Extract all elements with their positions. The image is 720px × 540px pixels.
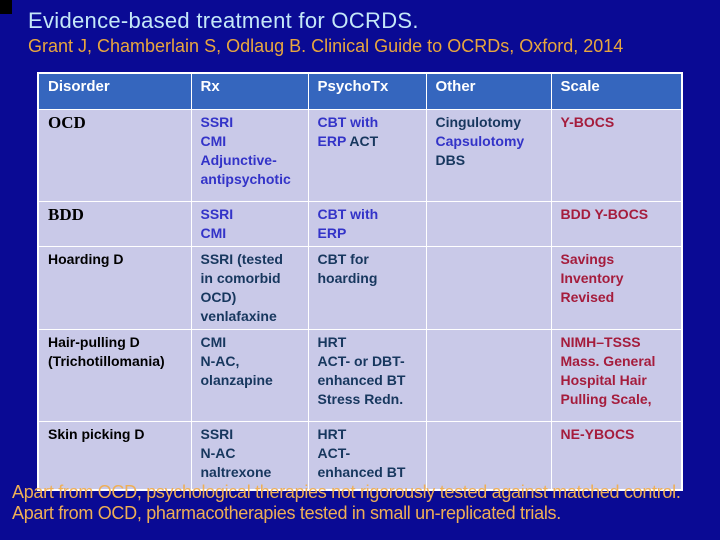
- table-cell-rx: SSRI (tested in comorbid OCD) venlafaxine: [190, 246, 309, 330]
- footer-notes: Apart from OCD, psychological therapies …: [12, 482, 718, 524]
- table-cell-rx: SSRI N-AC naltrexone: [190, 421, 309, 490]
- column-header: Rx: [190, 72, 309, 110]
- treatment-table: Disorder Rx PsychoTx Other Scale OCD SSRI CMI A…: [37, 72, 683, 491]
- table-cell-psychotx: CBT for hoarding: [307, 246, 427, 330]
- table-cell-disorder: Hoarding D: [37, 246, 192, 330]
- table-cell-psychotx: HRT ACT-enhanced BT: [307, 421, 427, 490]
- slide-title: Evidence-based treatment for OCRDS.: [28, 8, 419, 33]
- column-header: Other: [425, 72, 552, 110]
- table-cell-disorder: BDD: [37, 201, 192, 247]
- table-cell-other: Cingulotomy Capsulotomy DBS: [425, 109, 552, 202]
- table-cell-rx: CMI N-AC, olanzapine: [190, 329, 309, 422]
- table-cell-psychotx: CBT with ERP ACT: [307, 109, 427, 202]
- column-header: Scale: [550, 72, 683, 110]
- table-cell-scale: NE-YBOCS: [550, 421, 683, 490]
- table-cell-rx: SSRI CMI Adjunctive-antipsychotic: [190, 109, 309, 202]
- table-cell-other: [425, 421, 552, 490]
- table-row: OCD SSRI CMI Adjunctive-antipsychotic CBT wi…: [37, 109, 683, 202]
- table-cell-scale: Y-BOCS: [550, 109, 683, 202]
- table-cell-disorder: Skin picking D: [37, 421, 192, 490]
- table-row: Hair-pulling D (Trichotillomania) CMI N-AC,…: [37, 329, 683, 422]
- table-cell-disorder: Hair-pulling D (Trichotillomania): [37, 329, 192, 422]
- table-cell-scale: BDD Y-BOCS: [550, 201, 683, 247]
- table-row: BDD SSRI CMI CBT with ERP BDD Y-BOCS: [37, 201, 683, 247]
- slide-citation: Grant J, Chamberlain S, Odlaug B. Clinic…: [28, 36, 624, 56]
- table-cell-rx: SSRI CMI: [190, 201, 309, 247]
- table-header-row: Disorder Rx PsychoTx Other Scale: [37, 72, 683, 110]
- column-header: PsychoTx: [307, 72, 427, 110]
- table-cell-disorder: OCD: [37, 109, 192, 202]
- table-cell-scale: NIMH–TSSS Mass. General Hospital Hair Pulli…: [550, 329, 683, 422]
- capture-artifact-corner: [0, 0, 12, 14]
- table-cell-scale: Savings Inventory Revised: [550, 246, 683, 330]
- table-cell-psychotx: CBT with ERP: [307, 201, 427, 247]
- column-header: Disorder: [37, 72, 192, 110]
- table-row: Hoarding D SSRI (tested in comorbid OCD) ven…: [37, 246, 683, 330]
- footer-line-1: Apart from OCD, psychological therapies …: [12, 482, 681, 502]
- table-cell-other: [425, 329, 552, 422]
- footer-line-2: Apart from OCD, pharmacotherapies tested…: [12, 503, 561, 523]
- table-cell-other: [425, 246, 552, 330]
- table-cell-other: [425, 201, 552, 247]
- table-row: Skin picking D SSRI N-AC naltrexone HRT ACT-e…: [37, 421, 683, 490]
- table-cell-psychotx: HRT ACT- or DBT-enhanced BT Stress Redn.: [307, 329, 427, 422]
